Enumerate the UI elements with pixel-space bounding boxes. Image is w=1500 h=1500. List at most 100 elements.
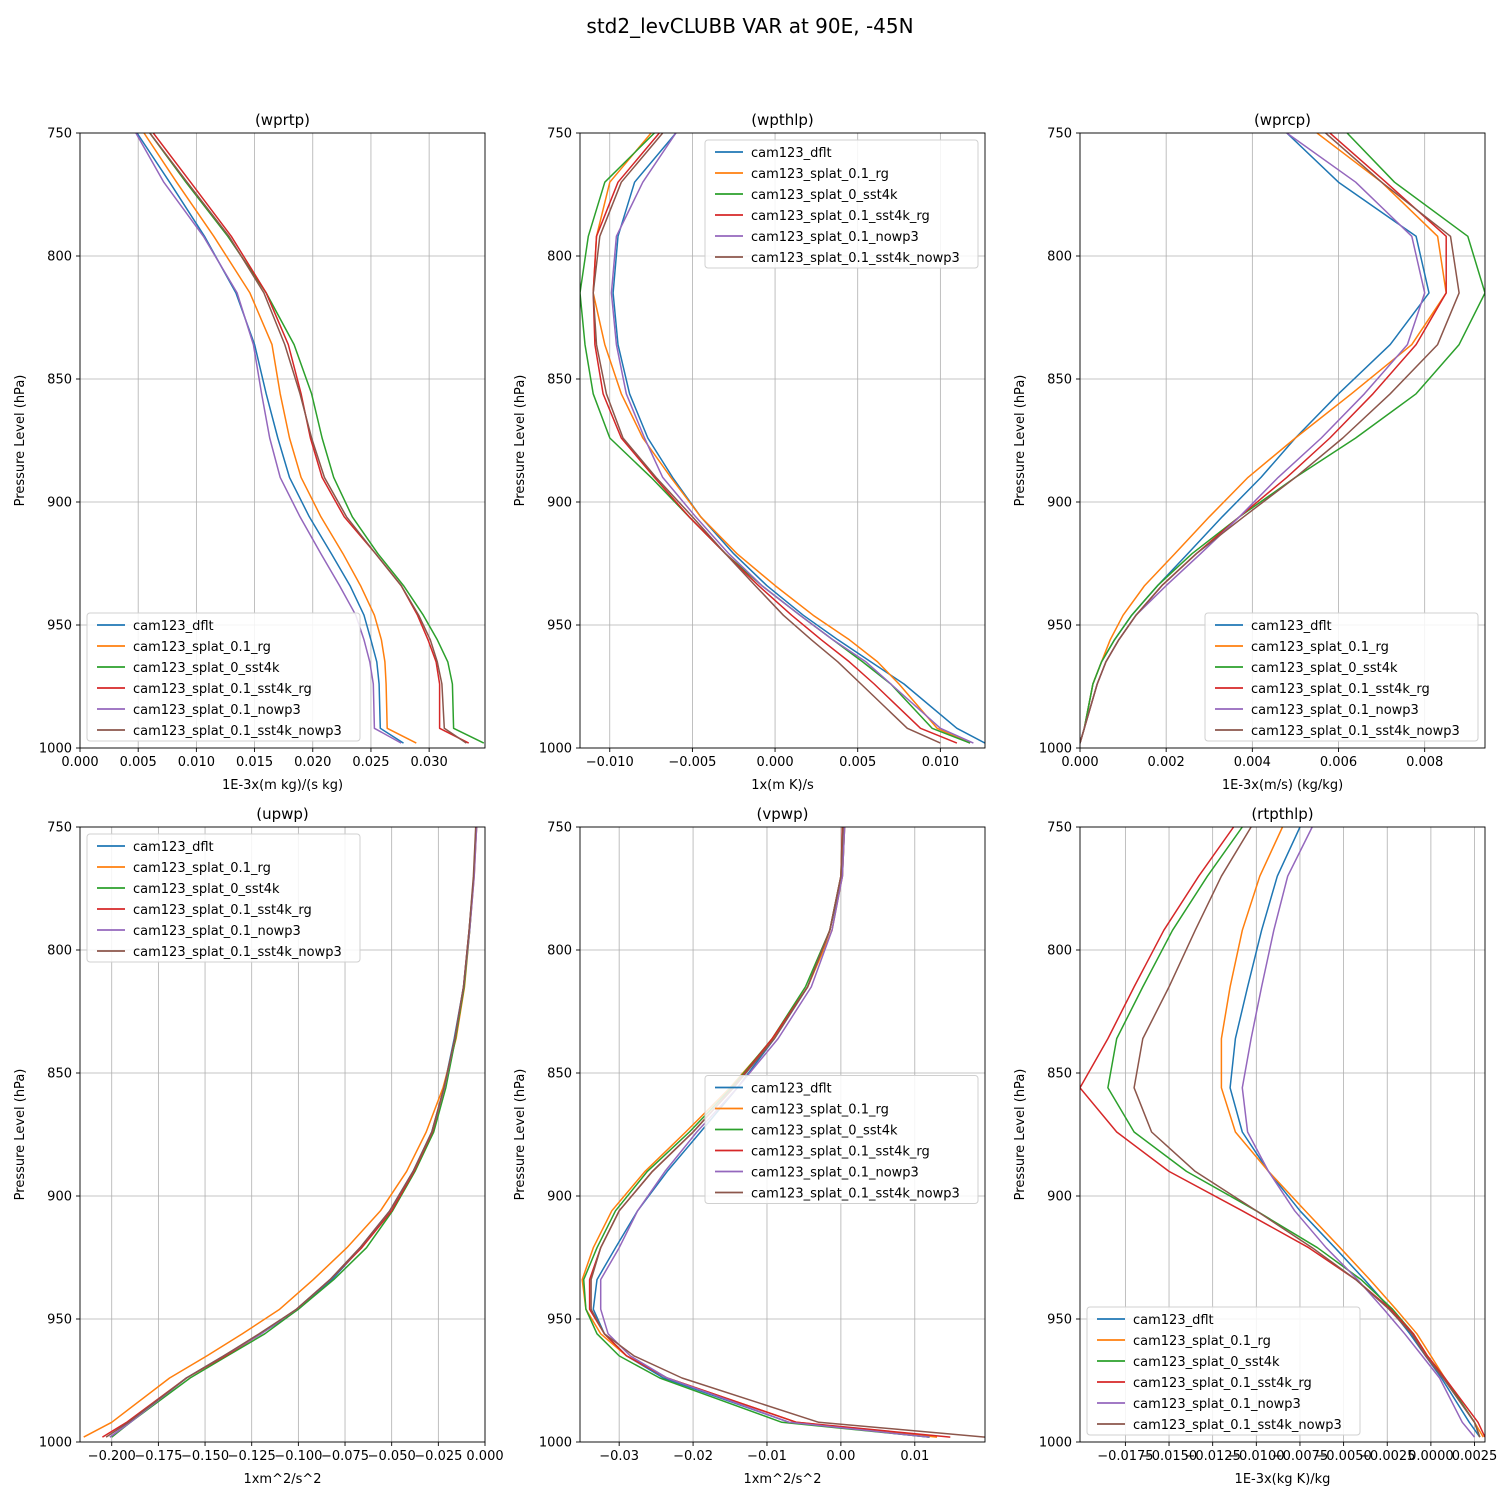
series-line-cam123_splat_0.1_sst4k_nowp3 xyxy=(105,827,477,1438)
legend-entry: cam123_splat_0_sst4k xyxy=(133,882,280,897)
legend: cam123_dflt cam123_splat_0.1_rg cam123_spl… xyxy=(704,1075,979,1204)
y-axis-label: Pressure Level (hPa) xyxy=(513,1069,528,1201)
legend: cam123_dflt cam123_splat_0.1_rg cam123_spl… xyxy=(1204,612,1479,742)
x-tick-label: 0.000 xyxy=(1061,755,1098,770)
y-tick-label: 750 xyxy=(1047,127,1072,142)
y-tick-label: 750 xyxy=(1047,821,1072,836)
legend-entry: cam123_splat_0.1_sst4k_nowp3 xyxy=(751,1187,960,1202)
y-tick-label: 900 xyxy=(1047,496,1072,511)
x-tick-label: 0.015 xyxy=(236,755,273,770)
x-tick-label: 0.006 xyxy=(1320,755,1357,770)
x-tick-label: −0.01 xyxy=(747,1449,787,1464)
series-line-cam123_splat_0.1_nowp3 xyxy=(599,827,930,1438)
subplot-rtpthlp: −0.0175−0.0150−0.0125−0.0100−0.0075−0.00… xyxy=(1013,805,1497,1487)
y-tick-label: 800 xyxy=(1047,944,1072,959)
series-line-cam123_splat_0.1_rg xyxy=(1220,827,1484,1438)
legend-box xyxy=(86,612,361,742)
x-tick-label: 0.000 xyxy=(756,755,793,770)
axes-frame xyxy=(1079,132,1486,749)
subplot-title: (wprcp) xyxy=(1254,111,1311,129)
y-tick-label: 900 xyxy=(547,496,572,511)
y-tick-label: 850 xyxy=(547,373,572,388)
legend-entry: cam123_splat_0.1_nowp3 xyxy=(1133,1397,1301,1412)
y-tick-label: 800 xyxy=(47,250,72,265)
legend-box xyxy=(1086,1306,1361,1436)
x-tick-label: −0.075 xyxy=(321,1449,369,1464)
y-tick-label: 800 xyxy=(547,944,572,959)
legend-box xyxy=(86,833,361,963)
y-tick-label: 1000 xyxy=(539,742,572,757)
legend-entry: cam123_splat_0.1_sst4k_nowp3 xyxy=(133,945,342,960)
y-tick-label: 1000 xyxy=(539,1436,572,1451)
x-tick-label: 0.0025 xyxy=(1452,1449,1498,1464)
series-line-cam123_splat_0.1_sst4k_nowp3 xyxy=(1080,133,1460,744)
legend-entry: cam123_splat_0.1_nowp3 xyxy=(1251,703,1419,718)
x-tick-label: −0.010 xyxy=(586,755,634,770)
x-tick-label: 0.010 xyxy=(922,755,959,770)
y-tick-label: 1000 xyxy=(1039,1436,1072,1451)
subplot-upwp: −0.200−0.175−0.150−0.125−0.100−0.075−0.0… xyxy=(13,805,504,1487)
x-tick-label: −0.0150 xyxy=(1141,1449,1197,1464)
x-tick-label: 0.010 xyxy=(178,755,215,770)
y-axis-label: Pressure Level (hPa) xyxy=(1013,1069,1028,1201)
x-tick-label: 0.0000 xyxy=(1408,1449,1454,1464)
y-tick-label: 850 xyxy=(1047,1067,1072,1082)
legend-entry: cam123_splat_0.1_rg xyxy=(1251,640,1389,655)
y-tick-label: 900 xyxy=(1047,1190,1072,1205)
series-line-cam123_splat_0_sst4k xyxy=(582,827,930,1438)
y-tick-label: 800 xyxy=(547,250,572,265)
y-tick-label: 750 xyxy=(547,821,572,836)
x-tick-label: −0.0025 xyxy=(1359,1449,1415,1464)
axes-frame xyxy=(79,132,486,749)
legend-entry: cam123_dflt xyxy=(1251,619,1332,634)
y-tick-label: 950 xyxy=(1047,619,1072,634)
x-tick-label: −0.050 xyxy=(368,1449,416,1464)
x-axis-label: 1E-3x(m/s) (kg/kg) xyxy=(1222,778,1343,793)
x-axis-label: 1xm^2/s^2 xyxy=(743,1472,821,1487)
axes-frame xyxy=(579,132,986,749)
legend-entry: cam123_splat_0.1_rg xyxy=(751,1103,889,1118)
x-tick-label: −0.0175 xyxy=(1097,1449,1153,1464)
legend: cam123_dflt cam123_splat_0.1_rg cam123_spl… xyxy=(1086,1306,1361,1436)
subplot-title: (wpthlp) xyxy=(751,111,814,129)
y-axis-label: Pressure Level (hPa) xyxy=(13,375,28,507)
legend-entry: cam123_splat_0.1_rg xyxy=(1133,1334,1271,1349)
series-lines xyxy=(83,827,478,1438)
y-tick-label: 900 xyxy=(547,1190,572,1205)
subplot-wprcp: 0.000 0.002 0.004 0.006 0.008 750 800 850 900 950… xyxy=(1013,111,1486,793)
x-axis-label: 1E-3x(kg K)/kg xyxy=(1235,1472,1331,1487)
series-lines xyxy=(135,133,485,744)
y-tick-label: 1000 xyxy=(39,742,72,757)
x-tick-label: 0.000 xyxy=(61,755,98,770)
series-line-cam123_splat_0.1_nowp3 xyxy=(610,133,974,744)
x-tick-label: −0.02 xyxy=(673,1449,713,1464)
legend-entry: cam123_splat_0.1_sst4k_nowp3 xyxy=(1251,724,1460,739)
legend-entry: cam123_splat_0.1_sst4k_nowp3 xyxy=(1133,1418,1342,1433)
series-line-cam123_splat_0.1_sst4k_nowp3 xyxy=(149,133,467,744)
series-line-cam123_splat_0.1_rg xyxy=(143,133,417,744)
y-tick-label: 950 xyxy=(547,619,572,634)
legend-entry: cam123_dflt xyxy=(1133,1313,1214,1328)
x-tick-label: 0.000 xyxy=(466,1449,503,1464)
subplot-wpthlp: −0.010 −0.005 0.000 0.005 0.010 750 800 850 900 9… xyxy=(513,111,986,793)
axes-frame xyxy=(579,826,986,1443)
legend-entry: cam123_splat_0_sst4k xyxy=(751,188,898,203)
y-axis-label: Pressure Level (hPa) xyxy=(1013,375,1028,507)
x-tick-label: 0.020 xyxy=(294,755,331,770)
y-tick-label: 850 xyxy=(47,373,72,388)
legend-entry: cam123_splat_0.1_nowp3 xyxy=(133,703,301,718)
x-tick-label: −0.200 xyxy=(88,1449,136,1464)
y-tick-label: 950 xyxy=(47,1313,72,1328)
x-tick-label: 0.008 xyxy=(1406,755,1443,770)
y-tick-label: 950 xyxy=(1047,1313,1072,1328)
legend-entry: cam123_splat_0.1_rg xyxy=(133,861,271,876)
legend-entry: cam123_splat_0.1_sst4k_nowp3 xyxy=(751,251,960,266)
subplot-title: (vpwp) xyxy=(757,805,809,823)
x-tick-label: −0.175 xyxy=(134,1449,182,1464)
legend: cam123_dflt cam123_splat_0.1_rg cam123_spl… xyxy=(86,612,361,742)
y-tick-label: 850 xyxy=(47,1067,72,1082)
x-axis-label: 1xm^2/s^2 xyxy=(243,1472,321,1487)
legend-box xyxy=(704,139,979,269)
legend-entry: cam123_splat_0.1_sst4k_rg xyxy=(751,1145,930,1160)
